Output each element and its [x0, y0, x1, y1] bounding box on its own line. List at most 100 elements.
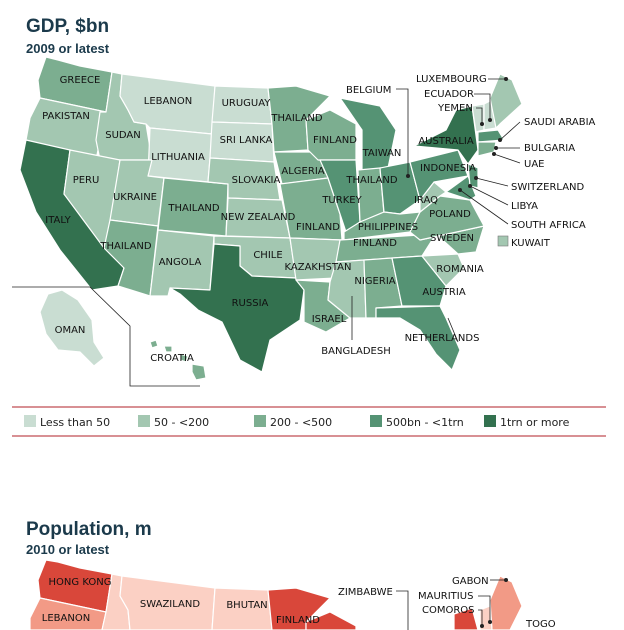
label-nebraska: SLOVAKIA: [232, 175, 281, 186]
gdp-title: GDP, $bn: [26, 16, 110, 37]
label-virginia: POLAND: [429, 209, 471, 220]
state-newjersey[interactable]: [467, 163, 479, 189]
state-missouri[interactable]: [279, 177, 343, 241]
label-kansas: NEW ZEALAND: [221, 212, 296, 223]
label-montana: LEBANON: [144, 96, 192, 107]
label-southdakota: SRI LANKA: [220, 135, 273, 146]
comoros-dot: [480, 624, 484, 628]
label-nevada: PERU: [73, 175, 100, 186]
label-kentucky: PHILIPPINES: [358, 222, 418, 233]
label-missouri: FINLAND: [296, 222, 340, 233]
label-arizona: THAILAND: [99, 241, 152, 252]
pop-state-oregon[interactable]: [29, 597, 107, 630]
label-southafrica: SOUTH AFRICA: [511, 220, 586, 231]
label-hawaii: CROATIA: [150, 353, 194, 364]
label-michigan: TAIWAN: [362, 148, 402, 159]
pop-state-newyork[interactable]: [453, 607, 479, 630]
uae-dot: [492, 152, 496, 156]
inset-frame: [12, 286, 200, 387]
label-colorado: THAILAND: [167, 203, 220, 214]
label-iowa: ALGERIA: [281, 166, 324, 177]
legend-label-2: 200 - <500: [270, 416, 332, 429]
label-newmexico: ANGOLA: [159, 257, 202, 268]
state-texas[interactable]: [169, 243, 305, 373]
label-switzerland: SWITZERLAND: [511, 182, 585, 193]
label-westvirginia: IRAQ: [414, 195, 438, 206]
pop-label-togo: TOGO: [525, 619, 556, 630]
label-saudi: SAUDI ARABIA: [524, 117, 596, 128]
luxembourg-dot: [504, 77, 508, 81]
belgium-leader: [396, 88, 409, 176]
state-southcarolina[interactable]: [421, 253, 465, 287]
state-massachusetts[interactable]: [477, 129, 505, 143]
bulgaria-dot: [494, 146, 498, 150]
label-oklahoma: CHILE: [253, 250, 282, 261]
state-alaska[interactable]: [39, 289, 105, 367]
label-libya: LIBYA: [511, 201, 538, 212]
legend: Less than 50 50 - <200 200 - <500 500bn - <…: [24, 415, 570, 429]
pop-label-montana: SWAZILAND: [140, 599, 200, 610]
label-arkansas: KAZAKHSTAN: [285, 262, 352, 273]
state-maryland[interactable]: [445, 175, 477, 201]
legend-swatch-2: [254, 415, 266, 427]
legend-swatch-1: [138, 415, 150, 427]
pop-state-vermont[interactable]: [479, 605, 493, 630]
ecuador-dot: [488, 118, 492, 122]
mauritius-dot: [488, 620, 492, 624]
legend-label-4: 1trn or more: [500, 416, 570, 429]
legend-swatch-4: [484, 415, 496, 427]
label-newyork: AUSTRALIA: [418, 136, 474, 147]
label-illinois: TURKEY: [321, 195, 362, 206]
state-florida[interactable]: [375, 305, 461, 371]
label-northcarolina: SWEDEN: [430, 233, 474, 244]
label-northdakota: URUGUAY: [222, 98, 272, 109]
state-pennsylvania[interactable]: [409, 149, 469, 201]
pop-label-northdakota: BHUTAN: [226, 600, 267, 611]
ecuador-leader: [474, 93, 491, 120]
gabon-dot: [504, 578, 508, 582]
label-kuwait: KUWAIT: [511, 238, 551, 249]
southafrica-leader: [459, 189, 509, 225]
label-utah: UKRAINE: [113, 192, 157, 203]
state-georgia[interactable]: [391, 255, 447, 307]
label-luxembourg: LUXEMBOURG: [416, 74, 487, 85]
legend-swatch-3: [370, 415, 382, 427]
pop-state-wisconsin[interactable]: [305, 611, 357, 630]
libya-leader: [469, 185, 509, 206]
gdp-subtitle: 2009 or latest: [26, 41, 110, 56]
label-alaska: OMAN: [55, 325, 86, 336]
legend-label-0: Less than 50: [40, 416, 110, 429]
yemen-dot: [480, 122, 484, 126]
yemen-leader: [476, 107, 483, 124]
pop-label-minnesota: FINLAND: [276, 615, 320, 626]
label-georgia: AUSTRIA: [422, 287, 466, 298]
label-minnesota: THAILAND: [270, 113, 323, 124]
switzerland-leader: [475, 177, 509, 187]
label-oregon: PAKISTAN: [42, 111, 90, 122]
pop-label-oregon: LEBANON: [42, 613, 90, 624]
state-ohio[interactable]: [379, 161, 421, 215]
label-ecuador: ECUADOR: [424, 89, 474, 100]
pop-state-maine[interactable]: [489, 575, 523, 630]
label-florida: NETHERLANDS: [405, 333, 480, 344]
label-bulgaria: BULGARIA: [524, 143, 575, 154]
pop-label-mauritius: MAURITIUS: [418, 591, 473, 602]
pop-label-washington: HONG KONG: [49, 577, 112, 588]
comoros-leader: [478, 609, 483, 626]
legend-label-3: 500bn - <1trn: [386, 416, 464, 429]
label-bangladesh: BANGLADESH: [321, 346, 390, 357]
switzerland-dot: [474, 176, 478, 180]
label-mississippi: NIGERIA: [354, 276, 395, 287]
population-subtitle: 2010 or latest: [26, 542, 110, 557]
pop-label-gabon: GABON: [452, 576, 489, 587]
label-wyoming: LITHUANIA: [151, 152, 205, 163]
belgium-dot: [406, 174, 410, 178]
label-belgium: BELGIUM: [346, 85, 391, 96]
state-maine[interactable]: [489, 73, 523, 129]
label-louisiana: ISRAEL: [312, 314, 347, 325]
pop-state-northdakota[interactable]: [211, 587, 273, 630]
zimbabwe-leader: [396, 590, 409, 630]
state-hawaii[interactable]: [149, 339, 207, 381]
population-map: HONG KONG LEBANON SWAZILAND BHUTAN FINLA…: [29, 559, 556, 630]
population-title: Population, m: [26, 519, 152, 540]
